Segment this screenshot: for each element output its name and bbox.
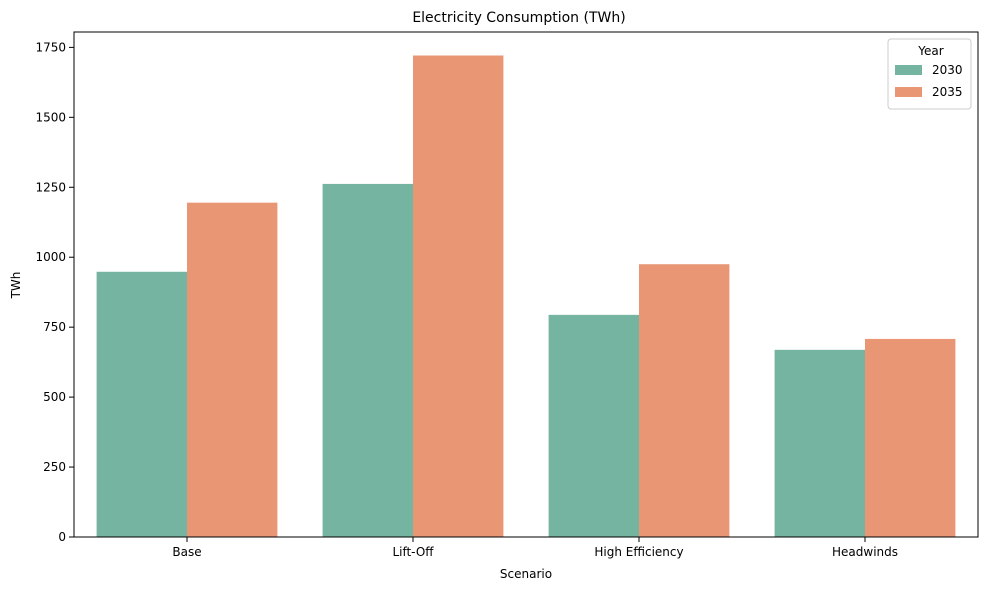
x-tick-label: Headwinds bbox=[832, 545, 898, 559]
y-axis-label: TWh bbox=[9, 272, 23, 300]
bar-2030-lift-off bbox=[322, 183, 413, 537]
y-tick-label: 250 bbox=[43, 460, 66, 474]
x-axis-label: Scenario bbox=[500, 567, 552, 581]
x-axis-ticks: Base Lift-Off High Efficiency Headwinds bbox=[172, 537, 898, 559]
y-tick-label: 1000 bbox=[35, 250, 66, 264]
legend-label-2035: 2035 bbox=[932, 85, 963, 99]
bar-2030-headwinds bbox=[774, 349, 865, 537]
legend-label-2030: 2030 bbox=[932, 63, 963, 77]
bar-2030-high-efficiency bbox=[548, 314, 639, 537]
x-tick-label: Lift-Off bbox=[392, 545, 434, 559]
legend-title: Year bbox=[917, 44, 943, 58]
legend-swatch-2030 bbox=[895, 65, 922, 75]
y-tick-label: 750 bbox=[43, 320, 66, 334]
y-axis-ticks: 0 250 500 750 1000 1250 1500 1750 bbox=[35, 40, 74, 544]
legend-swatch-2035 bbox=[895, 87, 922, 97]
y-tick-label: 1250 bbox=[35, 180, 66, 194]
y-tick-label: 500 bbox=[43, 390, 66, 404]
bar-2030-base bbox=[96, 271, 187, 537]
bar-2035-lift-off bbox=[413, 55, 504, 538]
y-tick-label: 1750 bbox=[35, 40, 66, 54]
bar-2035-headwinds bbox=[865, 338, 956, 537]
x-tick-label: Base bbox=[172, 545, 201, 559]
plot-frame bbox=[73, 31, 979, 538]
y-tick-label: 0 bbox=[58, 530, 66, 544]
bar-2035-high-efficiency bbox=[639, 264, 730, 537]
legend-entries: 2030 2035 bbox=[895, 63, 963, 99]
bar-2035-base bbox=[187, 202, 278, 537]
chart-title: Electricity Consumption (TWh) bbox=[412, 10, 625, 26]
x-tick-label: High Efficiency bbox=[594, 545, 683, 559]
legend: Year 2030 2035 bbox=[887, 38, 972, 110]
bars bbox=[96, 55, 956, 538]
y-tick-label: 1500 bbox=[35, 110, 66, 124]
